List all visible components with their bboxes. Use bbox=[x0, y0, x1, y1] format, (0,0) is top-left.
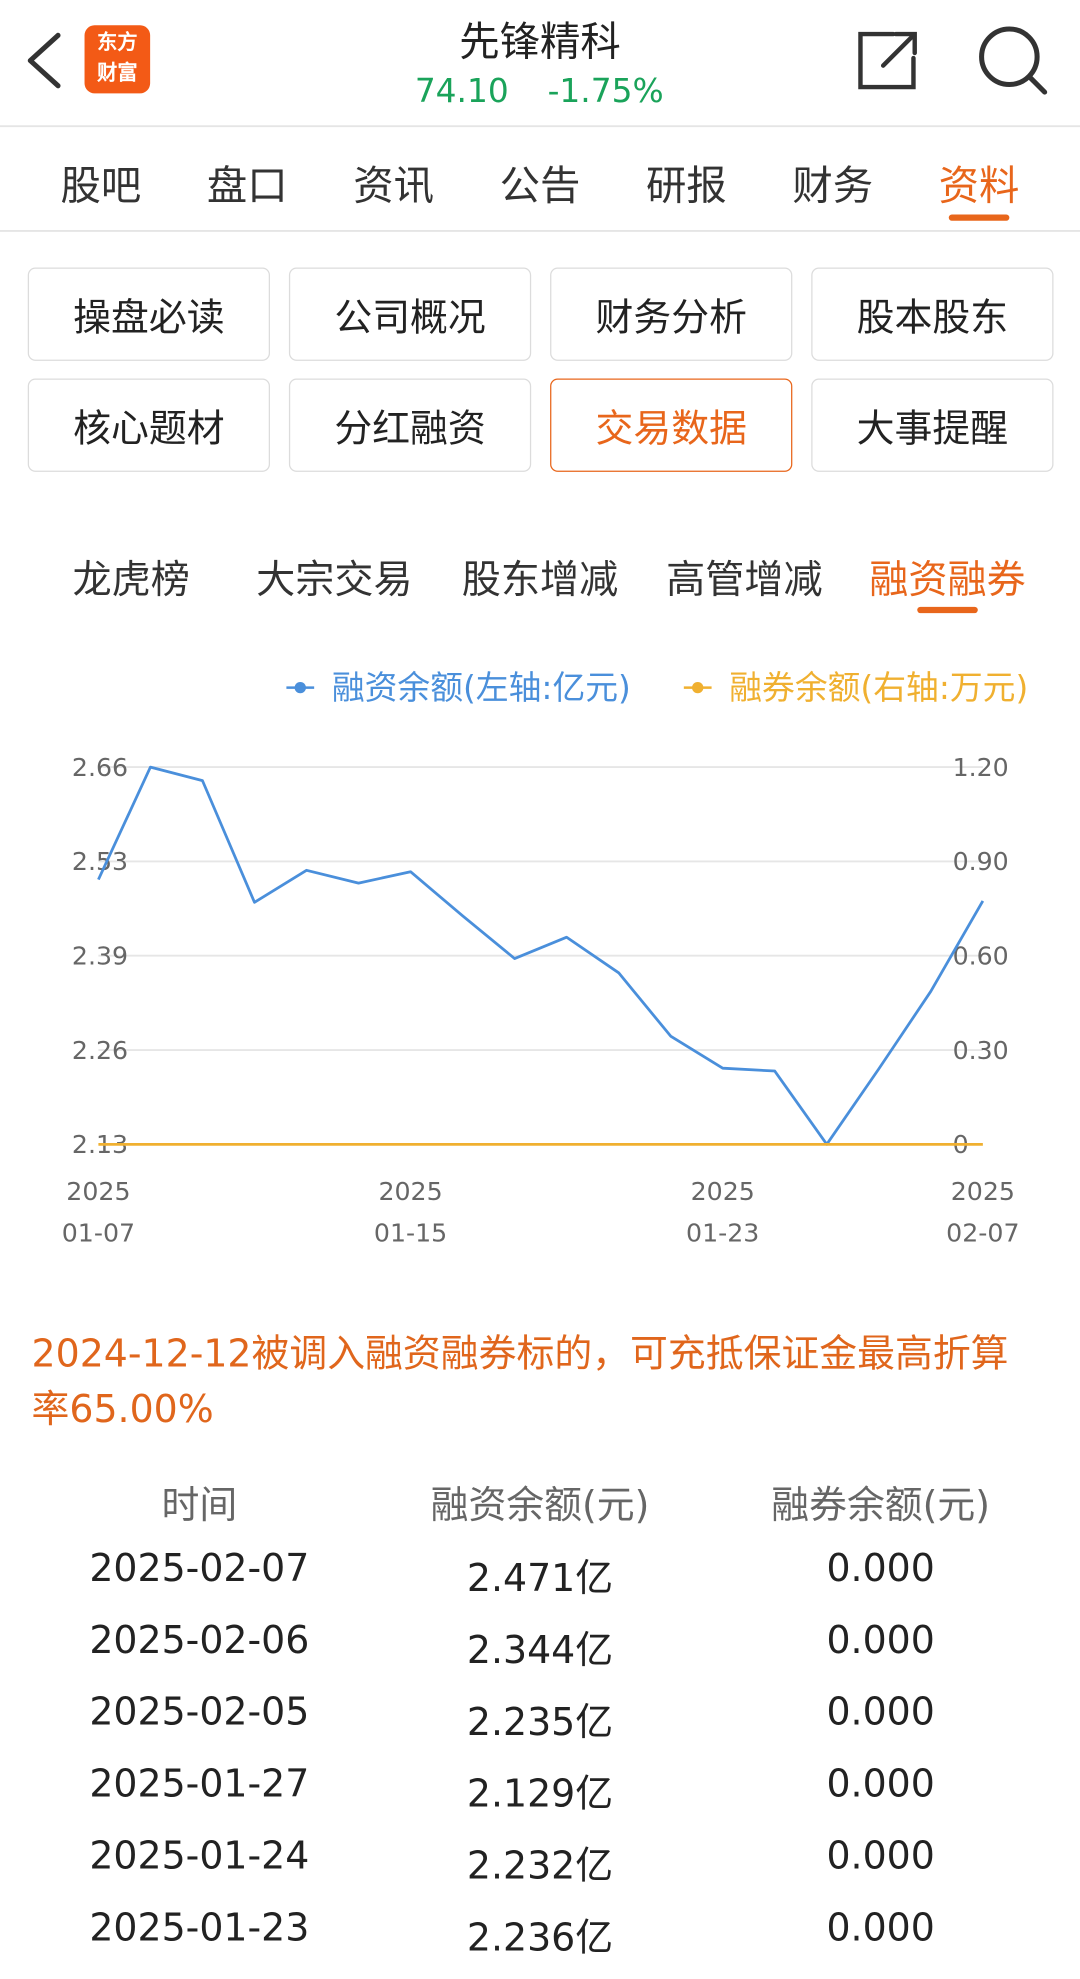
y-tick-label: 2.39 bbox=[72, 942, 128, 971]
legend-label: 融资余额(左轴:亿元) bbox=[332, 669, 631, 707]
margin-note: 2024-12-12被调入融资融券标的，可充抵保证金最高折算率65.00% bbox=[31, 1332, 1009, 1433]
action-button[interactable]: 分红融资 bbox=[288, 378, 532, 472]
y2-tick-label: 1.20 bbox=[953, 753, 1009, 782]
table-cell: 0.000 bbox=[826, 1906, 935, 1951]
chart-and-icons: 2.132.262.392.532.6600.300.600.901.20融资余… bbox=[0, 25, 1080, 1159]
y-tick-label: 2.66 bbox=[72, 753, 128, 782]
tab[interactable]: 股吧 bbox=[60, 161, 142, 210]
table-cell: 2.235亿 bbox=[466, 1700, 614, 1745]
subtab[interactable]: 融资融券 bbox=[869, 557, 1026, 604]
table-cell: 2025-01-24 bbox=[89, 1834, 310, 1879]
x-tick-label: 2025 01-23 bbox=[686, 1175, 760, 1248]
action-button[interactable]: 财务分析 bbox=[550, 267, 793, 361]
action-button[interactable]: 核心题材 bbox=[27, 378, 270, 472]
table-cell: 2.344亿 bbox=[466, 1628, 614, 1673]
subtab[interactable]: 股东增减 bbox=[461, 557, 619, 604]
table-header: 融券余额(元) bbox=[771, 1483, 991, 1528]
stock-title: 先锋精科 bbox=[459, 17, 621, 66]
stock-change: -1.75% bbox=[547, 73, 664, 112]
legend-label: 融券余额(右轴:万元) bbox=[729, 669, 1028, 707]
stock-price: 74.10 bbox=[414, 73, 509, 112]
table-cell: 0.000 bbox=[826, 1546, 935, 1591]
action-button[interactable]: 交易数据 bbox=[550, 378, 793, 472]
subtab[interactable]: 大宗交易 bbox=[256, 557, 413, 604]
table-cell: 2.471亿 bbox=[466, 1556, 614, 1602]
tab[interactable]: 资料 bbox=[938, 161, 1020, 210]
series-line bbox=[97, 765, 985, 1146]
y-tick-label: 2.53 bbox=[72, 847, 128, 876]
subtab[interactable]: 龙虎榜 bbox=[72, 557, 190, 604]
tab-indicator bbox=[948, 214, 1010, 221]
x-tick-label: 2025 02-07 bbox=[946, 1175, 1020, 1248]
logo-bg bbox=[84, 25, 151, 94]
x-tick-label: 2025 01-07 bbox=[61, 1175, 136, 1248]
table-cell: 2025-02-07 bbox=[89, 1546, 310, 1591]
action-button[interactable]: 大事提醒 bbox=[811, 378, 1054, 472]
tab[interactable]: 资讯 bbox=[353, 161, 435, 210]
y-tick-label: 2.26 bbox=[72, 1036, 128, 1065]
subtab[interactable]: 高管增减 bbox=[666, 557, 823, 604]
tab[interactable]: 盘口 bbox=[206, 161, 288, 210]
search-icon[interactable] bbox=[979, 26, 1048, 95]
x-tick-label: 2025 01-15 bbox=[373, 1175, 448, 1248]
table-header: 融资余额(元) bbox=[430, 1483, 650, 1528]
table-cell: 2025-02-06 bbox=[89, 1618, 310, 1663]
y2-tick-label: 0.90 bbox=[953, 847, 1009, 876]
tab[interactable]: 公告 bbox=[499, 161, 581, 210]
y2-tick-label: 0.60 bbox=[953, 942, 1009, 971]
legend-swatch-dot bbox=[294, 681, 306, 694]
table-cell: 2025-01-23 bbox=[89, 1906, 310, 1951]
action-button[interactable]: 公司概况 bbox=[288, 267, 532, 361]
table-cell: 0.000 bbox=[826, 1834, 935, 1879]
table-cell: 2025-01-27 bbox=[89, 1762, 310, 1807]
table-cell: 2.129亿 bbox=[466, 1772, 614, 1817]
tab[interactable]: 财务 bbox=[792, 161, 874, 210]
table-header: 时间 bbox=[161, 1483, 238, 1528]
table-cell: 2.232亿 bbox=[466, 1844, 614, 1889]
action-button[interactable]: 操盘必读 bbox=[27, 267, 270, 361]
table-cell: 2025-02-05 bbox=[89, 1690, 310, 1735]
table-cell: 2.236亿 bbox=[466, 1916, 614, 1961]
legend-swatch-dot bbox=[692, 681, 704, 694]
share-icon[interactable] bbox=[858, 31, 917, 90]
action-button[interactable]: 股本股东 bbox=[811, 267, 1054, 361]
table-cell: 0.000 bbox=[826, 1618, 935, 1663]
subtab-indicator bbox=[917, 606, 978, 614]
table-cell: 0.000 bbox=[826, 1762, 935, 1807]
logo-text: 东方 财富 bbox=[97, 30, 138, 85]
tab[interactable]: 研报 bbox=[645, 161, 727, 210]
table-cell: 0.000 bbox=[826, 1690, 935, 1735]
back-icon[interactable] bbox=[27, 32, 61, 89]
y2-tick-label: 0.30 bbox=[953, 1036, 1009, 1065]
